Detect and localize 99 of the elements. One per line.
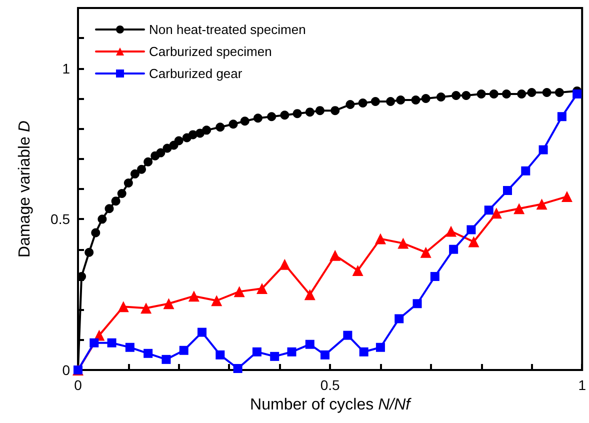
point	[233, 364, 242, 373]
point	[179, 346, 188, 355]
point	[421, 94, 430, 103]
point	[280, 110, 290, 120]
point	[330, 106, 340, 116]
point	[412, 299, 422, 308]
point	[527, 88, 536, 97]
y-tick-label: 0.5	[50, 211, 70, 228]
point	[228, 120, 238, 129]
point	[304, 289, 316, 300]
point	[292, 109, 302, 118]
point	[490, 208, 502, 219]
point	[330, 250, 341, 261]
y-tick-label: 1	[62, 60, 70, 76]
point	[489, 89, 498, 98]
point	[449, 244, 458, 254]
point	[358, 98, 368, 108]
point	[320, 350, 330, 360]
point	[466, 225, 476, 234]
point	[137, 164, 146, 174]
point	[536, 198, 548, 210]
point	[111, 196, 120, 206]
point	[287, 347, 296, 356]
point	[420, 246, 432, 258]
point	[468, 236, 480, 248]
point	[156, 148, 166, 158]
point	[452, 90, 461, 100]
point	[484, 206, 494, 215]
point	[90, 338, 99, 348]
point	[352, 264, 364, 276]
point	[252, 347, 262, 356]
point	[462, 90, 471, 100]
point	[240, 116, 250, 126]
point	[561, 191, 572, 202]
point	[503, 186, 512, 196]
point	[104, 204, 114, 214]
x-tick-label: 0.5	[320, 377, 340, 393]
point	[476, 89, 486, 98]
x-tick-label: 1	[578, 377, 586, 393]
point	[386, 97, 396, 106]
point	[270, 352, 280, 361]
point	[346, 100, 355, 110]
point	[162, 354, 171, 364]
point	[521, 166, 530, 176]
point	[216, 350, 225, 360]
y-tick-label: 0	[62, 362, 70, 378]
point	[554, 88, 564, 97]
point	[517, 89, 526, 98]
point	[542, 88, 552, 97]
point	[572, 89, 582, 98]
point	[411, 96, 420, 105]
point	[140, 302, 152, 314]
point	[188, 290, 200, 302]
legend-label: Carburized specimen	[149, 44, 272, 59]
point	[84, 248, 94, 257]
point	[130, 169, 140, 178]
point	[174, 136, 184, 146]
point	[144, 157, 153, 166]
point	[557, 112, 566, 122]
point	[343, 330, 352, 340]
point	[198, 328, 207, 337]
point	[446, 226, 457, 237]
point	[538, 145, 548, 154]
point	[398, 238, 409, 249]
point	[267, 112, 276, 122]
point	[430, 272, 440, 281]
x-axis-title: Number of cycles N/Nf	[250, 396, 412, 414]
point	[514, 203, 525, 214]
point	[370, 97, 380, 106]
point	[118, 301, 129, 312]
point	[305, 108, 314, 117]
point	[436, 92, 446, 102]
legend-label: Carburized gear	[149, 66, 243, 81]
point	[394, 314, 404, 324]
point	[144, 348, 153, 358]
point	[305, 340, 314, 349]
point	[124, 178, 133, 188]
point	[315, 106, 324, 116]
point	[256, 283, 268, 294]
point	[374, 233, 386, 244]
point	[502, 89, 511, 98]
y-axis-title: Damage variable D	[16, 120, 34, 258]
point	[211, 295, 222, 306]
point	[279, 258, 290, 270]
point	[234, 286, 245, 298]
point	[359, 347, 368, 356]
point	[117, 189, 126, 198]
x-tick-label: 0	[74, 377, 82, 393]
point	[396, 96, 406, 105]
point	[107, 338, 116, 348]
point	[202, 126, 212, 135]
point	[216, 122, 225, 132]
point	[163, 298, 174, 310]
point	[125, 342, 134, 352]
point	[253, 114, 262, 123]
point	[98, 214, 107, 224]
point	[376, 342, 385, 352]
legend-label: Non heat-treated specimen	[149, 22, 306, 37]
point	[91, 228, 100, 238]
